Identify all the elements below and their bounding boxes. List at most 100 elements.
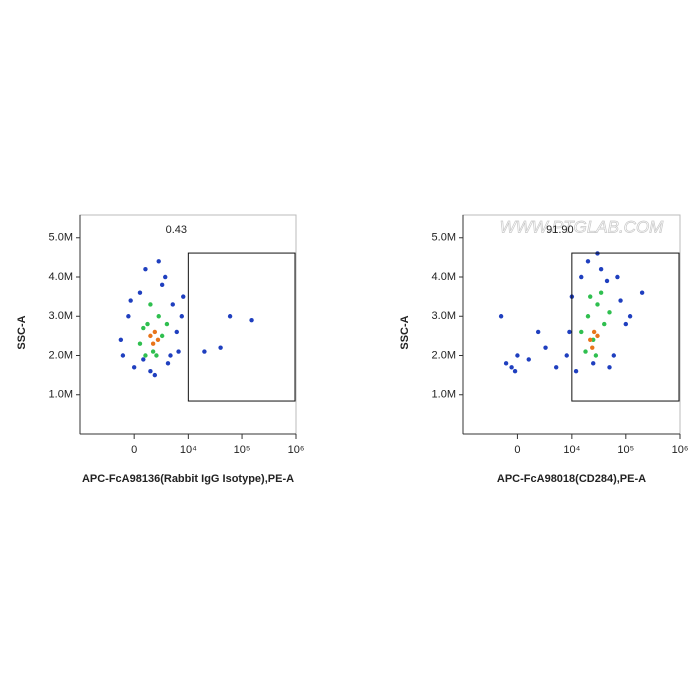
event-dot — [168, 353, 173, 358]
event-dot — [170, 302, 175, 307]
x-tick-label: 10⁵ — [234, 444, 251, 456]
event-dot — [595, 302, 600, 307]
y-tick-label: 5.0M — [432, 232, 456, 244]
x-tick-label: 10⁶ — [672, 444, 689, 456]
event-dot — [583, 349, 588, 354]
y-tick-label: 1.0M — [432, 389, 456, 401]
event-dot — [249, 317, 254, 323]
event-dot — [174, 329, 179, 335]
event-dot — [141, 325, 146, 331]
event-dot — [503, 361, 509, 366]
event-dot — [535, 329, 541, 335]
event-dot — [564, 353, 569, 358]
event-dot — [148, 369, 153, 374]
y-axis-label: SSC-A — [16, 315, 28, 349]
event-dot — [593, 353, 599, 358]
event-dot — [515, 353, 520, 358]
gate — [571, 252, 680, 402]
event-dot — [120, 353, 126, 358]
event-dot — [131, 365, 137, 370]
watermark: WWW.PTGLAB.COM — [500, 217, 665, 236]
event-dot — [128, 298, 133, 303]
y-axis-label: SSC-A — [399, 315, 411, 349]
event-dot — [202, 349, 207, 354]
event-dot — [639, 290, 645, 295]
y-tick-label: 5.0M — [49, 232, 73, 244]
x-tick-label: 10⁴ — [563, 444, 580, 456]
event-dot — [567, 329, 572, 335]
event-dot — [159, 282, 165, 288]
event-dot — [598, 266, 604, 272]
event-dot — [512, 369, 518, 374]
event-dot — [623, 321, 629, 327]
event-dot — [227, 314, 233, 319]
y-tick-label: 3.0M — [432, 310, 456, 322]
x-axis-label: APC-FcA98018(CD284),PE-A — [497, 473, 646, 485]
event-dot — [498, 314, 504, 319]
event-dot — [137, 341, 143, 346]
event-dot — [165, 361, 171, 366]
event-dot — [611, 353, 616, 358]
event-dot — [163, 274, 168, 280]
event-dot — [145, 321, 150, 327]
event-dot — [118, 337, 124, 343]
event-dot — [607, 310, 612, 315]
x-tick-label: 0 — [131, 444, 137, 456]
event-dot — [543, 345, 548, 350]
event-dot — [526, 357, 531, 362]
event-dot — [141, 357, 146, 362]
event-dot — [156, 259, 161, 264]
event-dot — [591, 329, 597, 335]
event-dot — [595, 333, 600, 339]
event-dot — [573, 369, 579, 374]
x-axis-label: APC-FcA98136(Rabbit IgG Isotype),PE-A — [82, 473, 294, 485]
gate-percent: 91.90 — [546, 224, 574, 236]
event-dot — [598, 290, 604, 295]
x-tick-label: 10⁴ — [180, 444, 197, 456]
event-dot — [148, 302, 153, 307]
event-dot — [602, 321, 607, 327]
event-dot — [143, 266, 148, 272]
event-dot — [176, 349, 181, 354]
event-dot — [179, 314, 184, 319]
event-dot — [590, 345, 595, 350]
event-dot — [588, 294, 593, 299]
event-dot — [159, 333, 165, 339]
event-dot — [154, 353, 159, 358]
y-tick-label: 2.0M — [432, 349, 456, 361]
event-dot — [126, 314, 131, 319]
event-dot — [618, 298, 623, 303]
event-dot — [585, 314, 591, 319]
event-dot — [152, 372, 158, 378]
x-tick-label: 0 — [514, 444, 520, 456]
event-dot — [137, 290, 143, 295]
event-dot — [156, 314, 161, 319]
event-dot — [164, 321, 170, 327]
event-dot — [588, 337, 593, 343]
y-tick-label: 1.0M — [49, 389, 73, 401]
event-dot — [150, 349, 156, 354]
y-tick-label: 3.0M — [49, 310, 73, 322]
event-dot — [148, 333, 153, 339]
event-dot — [509, 365, 514, 370]
event-dot — [553, 365, 559, 370]
event-dot — [218, 345, 223, 350]
event-dot — [607, 365, 612, 370]
event-dot — [143, 353, 148, 358]
gate-percent: 0.43 — [166, 224, 187, 236]
gate — [187, 252, 296, 402]
event-dot — [615, 274, 620, 280]
event-dot — [579, 329, 584, 335]
event-dot — [627, 314, 633, 319]
x-tick-label: 10⁵ — [617, 444, 634, 456]
event-dot — [150, 341, 156, 346]
event-dot — [155, 337, 161, 343]
event-dot — [585, 259, 591, 264]
y-tick-label: 4.0M — [432, 271, 456, 283]
event-dot — [152, 329, 158, 335]
event-dot — [604, 278, 610, 284]
y-tick-label: 2.0M — [49, 349, 73, 361]
x-tick-label: 10⁶ — [288, 444, 305, 456]
